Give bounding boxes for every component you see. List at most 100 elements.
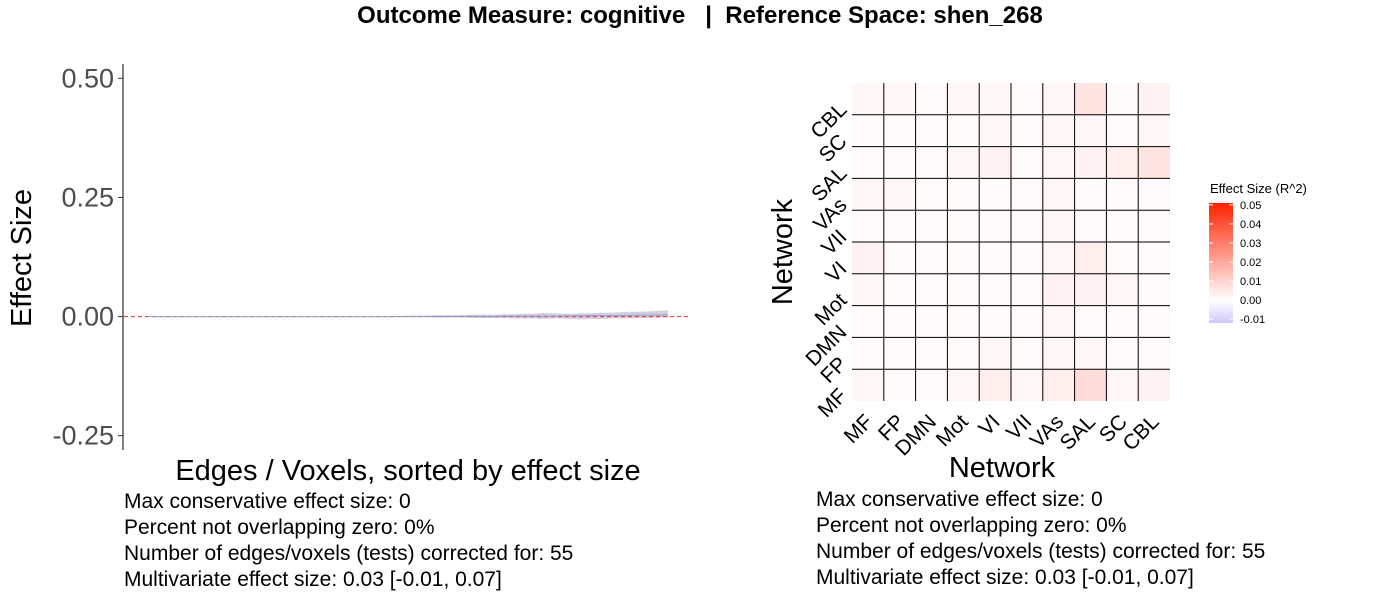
heatmap-cell [979,146,1011,179]
heatmap-cell [1074,210,1107,242]
heatmap-cell [915,337,948,370]
legend-title: Effect Size (R^2) [1210,181,1307,196]
heatmap-cell [1106,83,1139,115]
heatmap-cell [883,210,916,242]
heatmap-cell [1138,114,1170,147]
heatmap-cell [947,369,980,401]
heatmap-cell [1106,305,1139,338]
heatmap-cell [947,114,980,147]
effect-size-plot: 0.50 0.25 0.00 -0.25 Edges / Voxels, sorted… [6,63,690,487]
legend-tick-label: 0.03 [1240,238,1261,250]
heatmap-cell [1138,242,1170,274]
heatmap-cell [1011,83,1043,115]
heatmap-cell [1042,305,1075,338]
heatmap-cell [915,114,948,147]
heatmap-cell [1106,114,1139,147]
heatmap-cell [947,305,980,338]
legend-ticks: 0.05 0.04 0.03 0.02 0.01 0.00 -0.01 [1209,200,1265,326]
heatmap-cell [1042,83,1075,115]
heatmap-cell [1011,305,1043,338]
heatmap-y-tick-label: VI [821,257,851,287]
heatmap-cell [1074,146,1107,179]
heatmap-cell [947,146,980,179]
heatmap-cell [1138,178,1170,211]
heatmap-cell [915,369,948,401]
heatmap-cell [1106,369,1139,401]
legend-tick-label: 0.02 [1240,257,1261,269]
y-tick-label: -0.25 [52,421,114,451]
heatmap-x-tick-label: VI [974,410,1004,440]
heatmap-y-tick-label: MF [814,384,852,422]
heatmap-cell [1042,114,1075,147]
heatmap-cell [915,273,948,306]
heatmap-x-tick-label: MF [840,410,878,448]
heatmap-cell [979,242,1011,274]
y-axis-label: Effect Size [6,189,38,327]
heatmap-cell [1074,305,1107,338]
heatmap-cell [979,337,1011,370]
y-tick-label: 0.25 [61,182,114,212]
heatmap-cell [1042,178,1075,211]
heatmap-x-tick-label: Mot [932,410,973,451]
heatmap-cell [1106,242,1139,274]
heatmap-cell [1074,114,1107,147]
heatmap-cell [1011,210,1043,242]
left-stats-block: Max conservative effect size: 0 Percent … [124,489,573,593]
heatmap-cell [947,83,980,115]
right-stat-max-conservative: Max conservative effect size: 0 [816,488,1103,511]
heatmap-cell [883,242,916,274]
heatmap-cell [852,273,884,306]
heatmap-cell [1106,178,1139,211]
heatmap-cell [883,369,916,401]
right-stat-percent-nonzero: Percent not overlapping zero: 0% [816,514,1127,537]
heatmap-cell [947,242,980,274]
heatmap-cell [883,83,916,115]
heatmap-cell [852,369,884,401]
heatmap-cell [852,83,884,115]
heatmap-cell [1074,273,1107,306]
legend-tick-label: 0.04 [1240,219,1261,231]
heatmap-x-tick-label: CBL [1118,410,1163,455]
heatmap-cell [883,337,916,370]
heatmap-cell [915,210,948,242]
heatmap-cell [915,242,948,274]
heatmap-cell [1106,337,1139,370]
legend-tick-label: -0.01 [1240,314,1265,326]
heatmap-cell [915,305,948,338]
heatmap-x-tick-label: SAL [1056,410,1100,454]
right-stats-block: Max conservative effect size: 0 Percent … [816,487,1265,591]
heatmap-y-tick-label: SAL [807,162,851,206]
heatmap-cell [1011,369,1043,401]
heatmap-cell [883,146,916,179]
heatmap-y-tick-label: VAs [809,194,851,236]
heatmap-cell [1138,83,1170,115]
heatmap-cell [1138,273,1170,306]
heatmap-cell [979,83,1011,115]
right-stat-multivariate: Multivariate effect size: 0.03 [-0.01, 0… [816,566,1194,589]
heatmap-cell [1042,242,1075,274]
heatmap-cell [883,178,916,211]
heatmap-cell [979,273,1011,306]
left-stat-percent-nonzero: Percent not overlapping zero: 0% [124,516,435,539]
heatmap-cell [1042,146,1075,179]
y-axis-ticks: 0.50 0.25 0.00 -0.25 [52,63,123,451]
heatmap-cell [1074,83,1107,115]
heatmap-cell [915,178,948,211]
heatmap-cell [1042,369,1075,401]
heatmap-cell [1106,273,1139,306]
legend-tick-label: 0.05 [1240,200,1261,212]
heatmap-y-axis-label: Network [767,198,799,305]
heatmap-cell [1042,337,1075,370]
heatmap-cell [1138,146,1170,179]
heatmap-cell [1074,337,1107,370]
x-axis-label: Edges / Voxels, sorted by effect size [175,455,640,487]
heatmap-cell [979,305,1011,338]
color-legend: 0.05 0.04 0.03 0.02 0.01 0.00 -0.01 [1209,200,1265,326]
heatmap-cell [1138,210,1170,242]
right-stat-num-tests: Number of edges/voxels (tests) corrected… [816,540,1266,563]
heatmap-cell [1138,369,1170,401]
heatmap-cell [852,146,884,179]
heatmap-cell [915,146,948,179]
heatmap-cell [979,369,1011,401]
legend-tick-label: 0.01 [1240,276,1261,288]
